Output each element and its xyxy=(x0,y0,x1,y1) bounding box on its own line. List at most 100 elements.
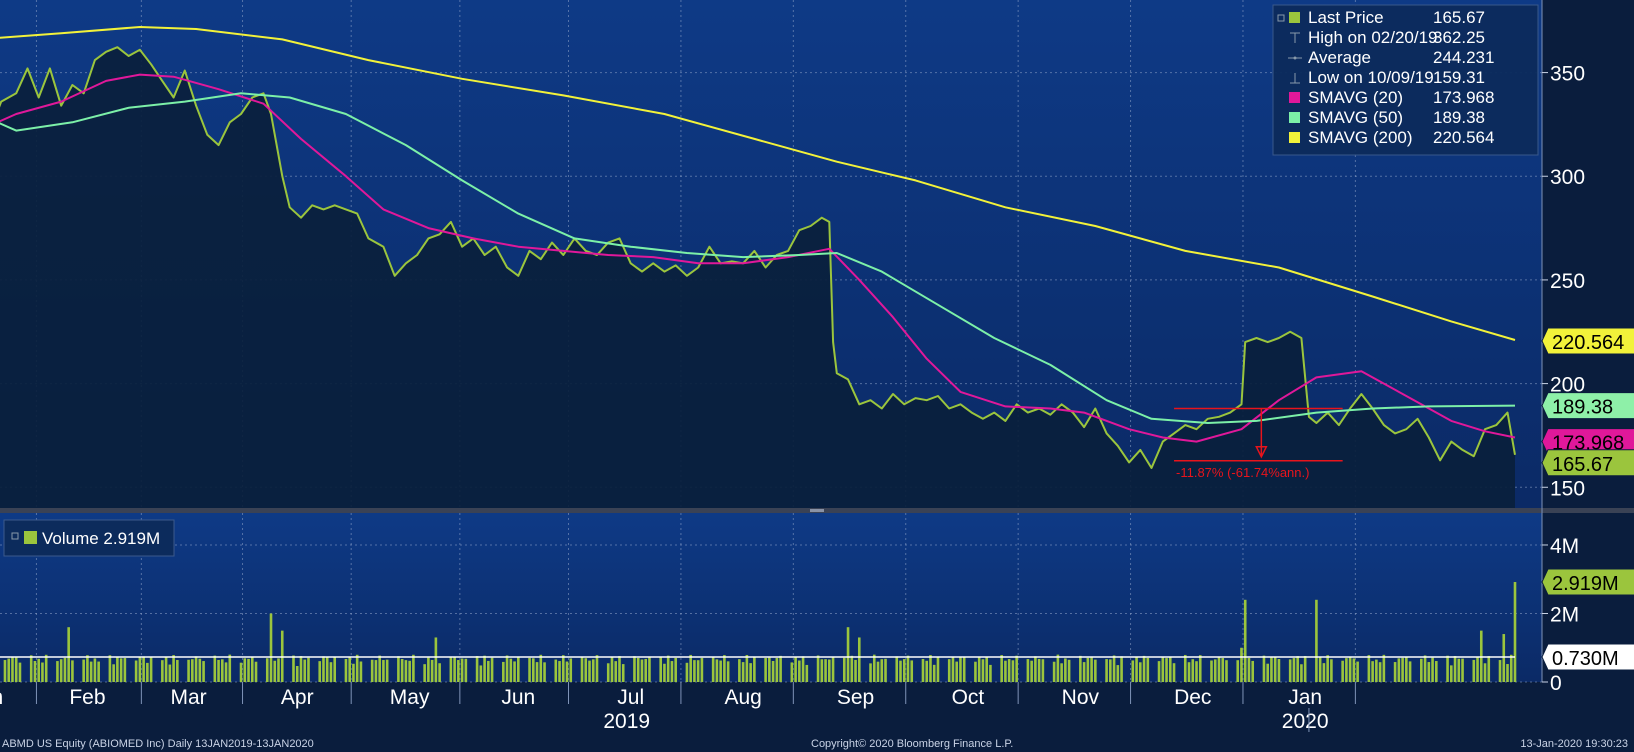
volume-bar xyxy=(921,658,925,682)
volume-bar xyxy=(749,663,752,682)
volume-bar xyxy=(217,659,220,682)
value-tag-shape xyxy=(1541,568,1634,596)
volume-bar xyxy=(303,659,307,682)
volume-bar xyxy=(962,656,966,682)
value-tag-label: 165.67 xyxy=(1552,454,1613,476)
month-label: Jun xyxy=(501,686,535,709)
volume-bar xyxy=(1064,658,1067,682)
volume-bar xyxy=(528,657,531,682)
volume-legend-collapse-icon xyxy=(11,532,19,540)
legend-swatch xyxy=(1289,132,1300,143)
price-axis-label: 150 xyxy=(1550,477,1585,500)
volume-bar xyxy=(1000,655,1003,682)
volume-bar xyxy=(569,658,573,682)
volume-bar xyxy=(1146,657,1150,682)
volume-bar xyxy=(1318,657,1322,682)
price-axis-label: 250 xyxy=(1550,270,1585,293)
month-label: Aug xyxy=(724,686,761,709)
volume-bar xyxy=(1157,661,1161,682)
volume-bar xyxy=(561,655,565,682)
volume-bar xyxy=(1120,656,1123,682)
month-label: Nov xyxy=(1062,686,1100,709)
volume-bar xyxy=(565,661,569,682)
volume-bar xyxy=(1135,657,1138,682)
volume-bar xyxy=(11,657,14,682)
value-tag-shape xyxy=(1541,643,1634,671)
volume-bar xyxy=(1168,657,1172,682)
volume-bar xyxy=(1142,655,1146,682)
year-label: 2020 xyxy=(1282,710,1329,733)
volume-bar xyxy=(580,656,584,682)
volume-bar xyxy=(325,657,329,682)
volume-bar xyxy=(974,661,977,682)
volume-bar xyxy=(359,661,363,682)
volume-bar xyxy=(723,655,726,682)
volume-bar xyxy=(554,659,558,682)
volume-bar xyxy=(689,654,692,682)
volume-bar xyxy=(1277,659,1281,682)
volume-bar xyxy=(299,656,303,682)
volume-bar xyxy=(119,658,123,682)
volume-bar xyxy=(936,656,940,682)
month-label: Sep xyxy=(837,686,874,709)
value-tag-shape xyxy=(1541,449,1634,477)
month-label: Dec xyxy=(1174,686,1211,709)
volume-bar xyxy=(277,658,280,682)
legend-label: SMAVG (20) xyxy=(1308,88,1403,107)
volume-bar xyxy=(1015,655,1018,682)
volume-bar xyxy=(187,659,190,682)
volume-bar xyxy=(1450,665,1453,682)
volume-bar xyxy=(1367,655,1371,682)
volume-bar xyxy=(614,661,618,682)
volume-bar xyxy=(1034,656,1037,682)
volume-bar xyxy=(1094,659,1097,682)
volume-bar xyxy=(142,656,145,682)
month-label: Apr xyxy=(281,686,314,709)
volume-bar xyxy=(228,654,232,682)
volume-bar xyxy=(138,657,142,682)
volume-bar xyxy=(880,659,884,682)
volume-bar xyxy=(374,660,378,682)
volume-bar xyxy=(1509,654,1513,682)
volume-bar xyxy=(423,664,426,682)
volume-bar xyxy=(902,659,906,682)
volume-bar xyxy=(1345,658,1348,682)
volume-bar xyxy=(670,661,674,682)
volume-bar xyxy=(1472,659,1476,682)
volume-legend-swatch xyxy=(24,531,37,544)
legend-value: 159.31 xyxy=(1433,68,1485,87)
footer-timestamp: 13-Jan-2020 19:30:23 xyxy=(1520,738,1628,750)
legend-average-dot xyxy=(1293,56,1297,60)
volume-bar xyxy=(1330,659,1333,682)
volume-bar xyxy=(831,656,835,682)
value-tag-label: 0.730M xyxy=(1552,648,1619,670)
volume-bar xyxy=(1300,664,1303,682)
volume-bar xyxy=(41,662,44,682)
volume-bar xyxy=(951,657,955,682)
series-line-last-price xyxy=(0,46,1516,469)
volume-bar xyxy=(854,659,857,682)
volume-bar xyxy=(663,663,666,682)
volume-bar xyxy=(1420,658,1423,682)
volume-bar xyxy=(112,664,115,682)
volume-bar xyxy=(1217,656,1221,682)
volume-bar xyxy=(648,657,651,682)
month-label: Jan xyxy=(0,686,3,709)
year-label: 2019 xyxy=(603,710,650,733)
volume-bar xyxy=(621,664,625,682)
volume-bar xyxy=(753,657,756,682)
volume-bar xyxy=(322,656,325,682)
volume-bar xyxy=(502,661,505,682)
volume-plot-area xyxy=(0,513,1542,682)
volume-bar xyxy=(539,654,543,682)
volume-bar xyxy=(329,662,333,682)
volume-bar xyxy=(247,658,250,682)
volume-bar xyxy=(801,656,805,682)
legend-value: 165.67 xyxy=(1433,8,1485,27)
legend-swatch xyxy=(1289,92,1300,103)
volume-bar xyxy=(1052,661,1056,682)
volume-bar xyxy=(1266,663,1270,682)
volume-bar xyxy=(172,655,175,682)
series-line-smavg-50 xyxy=(0,92,1516,424)
